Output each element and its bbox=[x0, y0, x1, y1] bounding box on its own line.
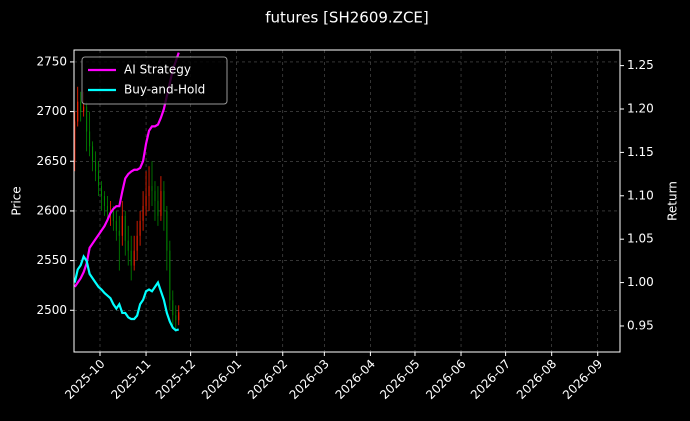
candle-body bbox=[124, 215, 126, 241]
candle-body bbox=[118, 230, 120, 236]
candle-body bbox=[92, 146, 94, 162]
candle-body bbox=[151, 186, 153, 192]
candle-body bbox=[163, 191, 165, 211]
candle-body bbox=[133, 250, 135, 266]
y2-tick-label: 1.05 bbox=[627, 232, 654, 246]
candle-body bbox=[115, 220, 117, 231]
candle-body bbox=[172, 300, 174, 316]
candle-body bbox=[83, 106, 85, 112]
y-tick-label: 2500 bbox=[36, 303, 67, 317]
candle-body bbox=[154, 191, 156, 201]
candle-body bbox=[89, 131, 91, 147]
candle-body bbox=[86, 106, 88, 132]
candle-body bbox=[80, 101, 82, 112]
candle-body bbox=[74, 121, 76, 162]
y-tick-label: 2600 bbox=[36, 203, 67, 217]
y2-tick-label: 1.00 bbox=[627, 275, 654, 289]
y2-tick-label: 1.15 bbox=[627, 145, 654, 159]
candle-body bbox=[97, 171, 100, 187]
x-tick-label: 2026-09 bbox=[560, 357, 605, 402]
x-tick-label: 2026-01 bbox=[199, 357, 244, 402]
y-tick-label: 2700 bbox=[36, 104, 67, 118]
candle-body bbox=[157, 201, 159, 216]
candle-body bbox=[127, 240, 129, 251]
candle-body bbox=[100, 186, 103, 197]
candle-body bbox=[112, 210, 114, 221]
y2-tick-label: 1.25 bbox=[627, 58, 654, 72]
candle-body bbox=[160, 191, 162, 216]
candle-body bbox=[148, 186, 150, 197]
candle-body bbox=[169, 250, 171, 301]
legend-label: AI Strategy bbox=[124, 63, 191, 77]
plot-area bbox=[74, 52, 180, 332]
candle-body bbox=[142, 205, 144, 221]
y2-tick-label: 0.95 bbox=[627, 318, 654, 332]
candle-body bbox=[103, 196, 105, 206]
candle-body bbox=[77, 101, 79, 122]
candle-body bbox=[175, 315, 177, 321]
x-tick-label: 2026-04 bbox=[333, 357, 378, 402]
series-line bbox=[74, 254, 180, 332]
legend-box bbox=[81, 56, 228, 105]
plot-frame bbox=[73, 49, 621, 353]
y-tick-label: 2550 bbox=[36, 253, 67, 267]
x-tick-label: 2025-12 bbox=[153, 357, 198, 402]
x-tick-label: 2026-03 bbox=[287, 357, 332, 402]
series-line bbox=[74, 52, 180, 288]
candle-body bbox=[139, 220, 141, 236]
candle-body bbox=[145, 196, 147, 206]
y-axis-label: Price bbox=[10, 186, 24, 215]
x-tick-label: 2025-10 bbox=[62, 357, 107, 402]
legend-label: Buy-and-Hold bbox=[124, 83, 205, 97]
x-tick-label: 2026-07 bbox=[468, 357, 513, 402]
candle-body bbox=[121, 215, 123, 236]
candle-body bbox=[106, 205, 108, 211]
y2-tick-label: 1.10 bbox=[627, 188, 654, 202]
candle-body bbox=[178, 312, 180, 321]
y-tick-label: 2650 bbox=[36, 154, 67, 168]
x-tick-label: 2025-11 bbox=[108, 357, 153, 402]
y2-tick-label: 1.20 bbox=[627, 102, 654, 116]
candle-body bbox=[95, 161, 97, 172]
x-tick-label: 2026-06 bbox=[423, 357, 468, 402]
y-tick-label: 2750 bbox=[36, 54, 67, 68]
y2-axis-label: Return bbox=[666, 181, 680, 221]
x-tick-label: 2026-08 bbox=[514, 357, 559, 402]
chart-title: futures [SH2609.ZCE] bbox=[265, 9, 429, 27]
x-tick-label: 2026-02 bbox=[245, 357, 290, 402]
candle-body bbox=[130, 250, 132, 266]
candle-body bbox=[136, 235, 138, 251]
candle-body bbox=[166, 210, 168, 251]
x-tick-label: 2026-05 bbox=[377, 357, 422, 402]
